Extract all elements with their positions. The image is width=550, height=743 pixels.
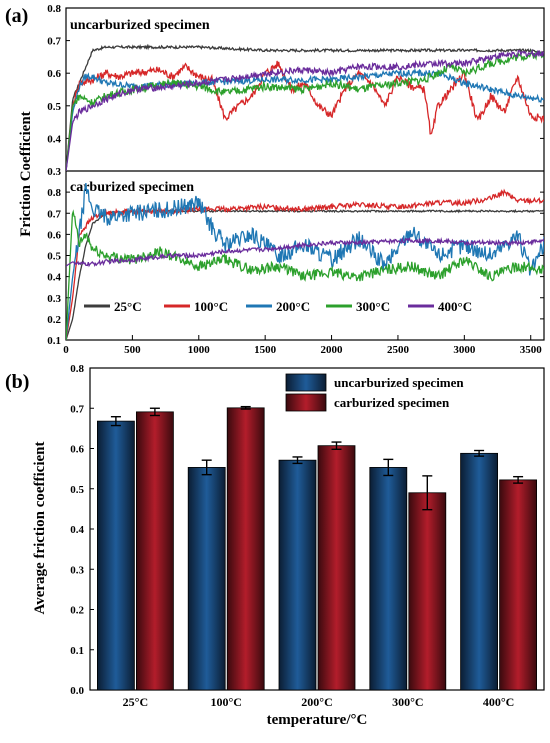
y-tick-label: 0.4 bbox=[47, 272, 61, 284]
y-tick-label: 0.1 bbox=[47, 335, 61, 347]
legend-b: uncarburized specimen carburized specimen bbox=[285, 373, 464, 412]
series-line-25-c-uncarburized bbox=[66, 43, 544, 171]
bar-uncarburized-specimen-300-c bbox=[369, 467, 408, 691]
legend-label-200-c: 200°C bbox=[276, 299, 310, 314]
y-tick-label: 0.5 bbox=[47, 251, 61, 263]
y-tick-label: 0.4 bbox=[47, 133, 61, 145]
x-tick-label: 1000 bbox=[188, 344, 211, 356]
legend-label-uncarburized-specimen: uncarburized specimen bbox=[334, 375, 464, 390]
panel-title-carburized: carburized specimen bbox=[70, 180, 194, 195]
line-chart-friction: uncarburized specimen carburized specime… bbox=[18, 3, 545, 356]
x-tick-label: 2000 bbox=[321, 344, 344, 356]
bar-chart-average: Average friction coefficient temperature… bbox=[32, 363, 545, 728]
bar-carburized-specimen-200-c bbox=[317, 445, 356, 691]
x-tick-label: 3000 bbox=[453, 344, 476, 356]
bars bbox=[97, 405, 538, 691]
y-tick-label: 0.6 bbox=[47, 229, 61, 241]
y-tick-label: 0.5 bbox=[47, 101, 61, 113]
panel-label-b: (b) bbox=[5, 371, 29, 393]
category-label-300-c: 300°C bbox=[392, 695, 423, 709]
series-line-400-c-uncarburized bbox=[66, 48, 544, 171]
bar-carburized-specimen-100-c bbox=[226, 407, 265, 691]
bar-uncarburized-specimen-400-c bbox=[460, 452, 499, 691]
plot-frame-a bbox=[65, 7, 545, 341]
legend-swatch-uncarburized-specimen bbox=[285, 373, 327, 392]
bar-carburized-specimen-300-c bbox=[408, 492, 447, 691]
x-tick-label: 2500 bbox=[387, 344, 410, 356]
y-tick-label: 0.8 bbox=[70, 363, 84, 375]
bar-uncarburized-specimen-100-c bbox=[187, 467, 226, 691]
y-tick-label: 0.3 bbox=[70, 564, 84, 576]
category-label-200-c: 200°C bbox=[301, 695, 332, 709]
x-tick-label: 1500 bbox=[254, 344, 277, 356]
y-tick-label: 0.3 bbox=[47, 293, 61, 305]
x-ticks-a: 0 500 1000 1500 2000 2500 3000 3500 bbox=[63, 335, 542, 356]
category-label-400-c: 400°C bbox=[483, 695, 514, 709]
legend-label-carburized-specimen: carburized specimen bbox=[334, 395, 450, 410]
bar-carburized-specimen-25-c bbox=[135, 411, 174, 691]
series-lines-top bbox=[66, 43, 544, 171]
legend-swatch-carburized-specimen bbox=[285, 393, 327, 412]
series-line-400-c-carburized bbox=[66, 236, 544, 268]
legend-label-300-c: 300°C bbox=[356, 299, 390, 314]
x-tick-label: 3500 bbox=[520, 344, 543, 356]
y-tick-label: 0.8 bbox=[47, 3, 61, 15]
category-label-25-c: 25°C bbox=[123, 695, 148, 709]
x-tick-label: 500 bbox=[124, 344, 141, 356]
y-tick-label: 0.0 bbox=[70, 685, 84, 697]
y-ticks-bottom: 0.1 0.2 0.3 0.4 0.5 0.6 0.7 0.8 bbox=[47, 170, 544, 347]
legend-label-400-c: 400°C bbox=[438, 299, 472, 314]
y-axis-title-b: Average friction coefficient bbox=[32, 442, 48, 615]
category-label-100-c: 100°C bbox=[210, 695, 241, 709]
category-labels: 25°C 100°C 200°C 300°C 400°C bbox=[123, 695, 515, 709]
y-tick-label: 0.4 bbox=[70, 524, 84, 536]
y-tick-label: 0.7 bbox=[47, 208, 61, 220]
y-tick-label: 0.1 bbox=[70, 645, 84, 657]
y-tick-label: 0.6 bbox=[70, 444, 84, 456]
y-tick-label: 0.5 bbox=[70, 484, 84, 496]
bar-uncarburized-specimen-200-c bbox=[278, 459, 317, 691]
panel-label-a: (a) bbox=[5, 5, 28, 27]
y-tick-label: 0.8 bbox=[47, 187, 61, 199]
panel-title-uncarburized: uncarburized specimen bbox=[70, 18, 210, 33]
y-tick-label: 0.6 bbox=[47, 68, 61, 80]
y-tick-label: 0.3 bbox=[47, 166, 61, 178]
legend-label-25-c: 25°C bbox=[114, 299, 142, 314]
y-ticks-top: 0.3 0.4 0.5 0.6 0.7 0.8 bbox=[47, 3, 544, 178]
y-ticks-b: 0.0 0.1 0.2 0.3 0.4 0.5 0.6 0.7 0.8 bbox=[70, 363, 94, 697]
legend-a: 25°C 100°C 200°C 300°C 400°C bbox=[84, 299, 472, 314]
legend-label-100-c: 100°C bbox=[194, 299, 228, 314]
bar-carburized-specimen-400-c bbox=[499, 479, 538, 691]
series-line-100-c-carburized bbox=[66, 188, 544, 340]
series-line-25-c-carburized bbox=[66, 208, 544, 340]
series-line-100-c-uncarburized bbox=[66, 60, 544, 171]
bar-uncarburized-specimen-25-c bbox=[97, 420, 135, 691]
x-tick-label: 0 bbox=[63, 344, 69, 356]
series-line-300-c-uncarburized bbox=[66, 49, 544, 171]
x-axis-title-b: temperature/°C bbox=[267, 712, 368, 728]
series-line-300-c-carburized bbox=[66, 209, 544, 340]
y-tick-label: 0.2 bbox=[70, 605, 84, 617]
y-axis-title-a: Friction Coefficient bbox=[18, 111, 34, 236]
y-tick-label: 0.7 bbox=[47, 36, 61, 48]
series-lines-bottom bbox=[66, 182, 544, 340]
y-tick-label: 0.2 bbox=[47, 314, 61, 326]
y-tick-label: 0.7 bbox=[70, 403, 84, 415]
